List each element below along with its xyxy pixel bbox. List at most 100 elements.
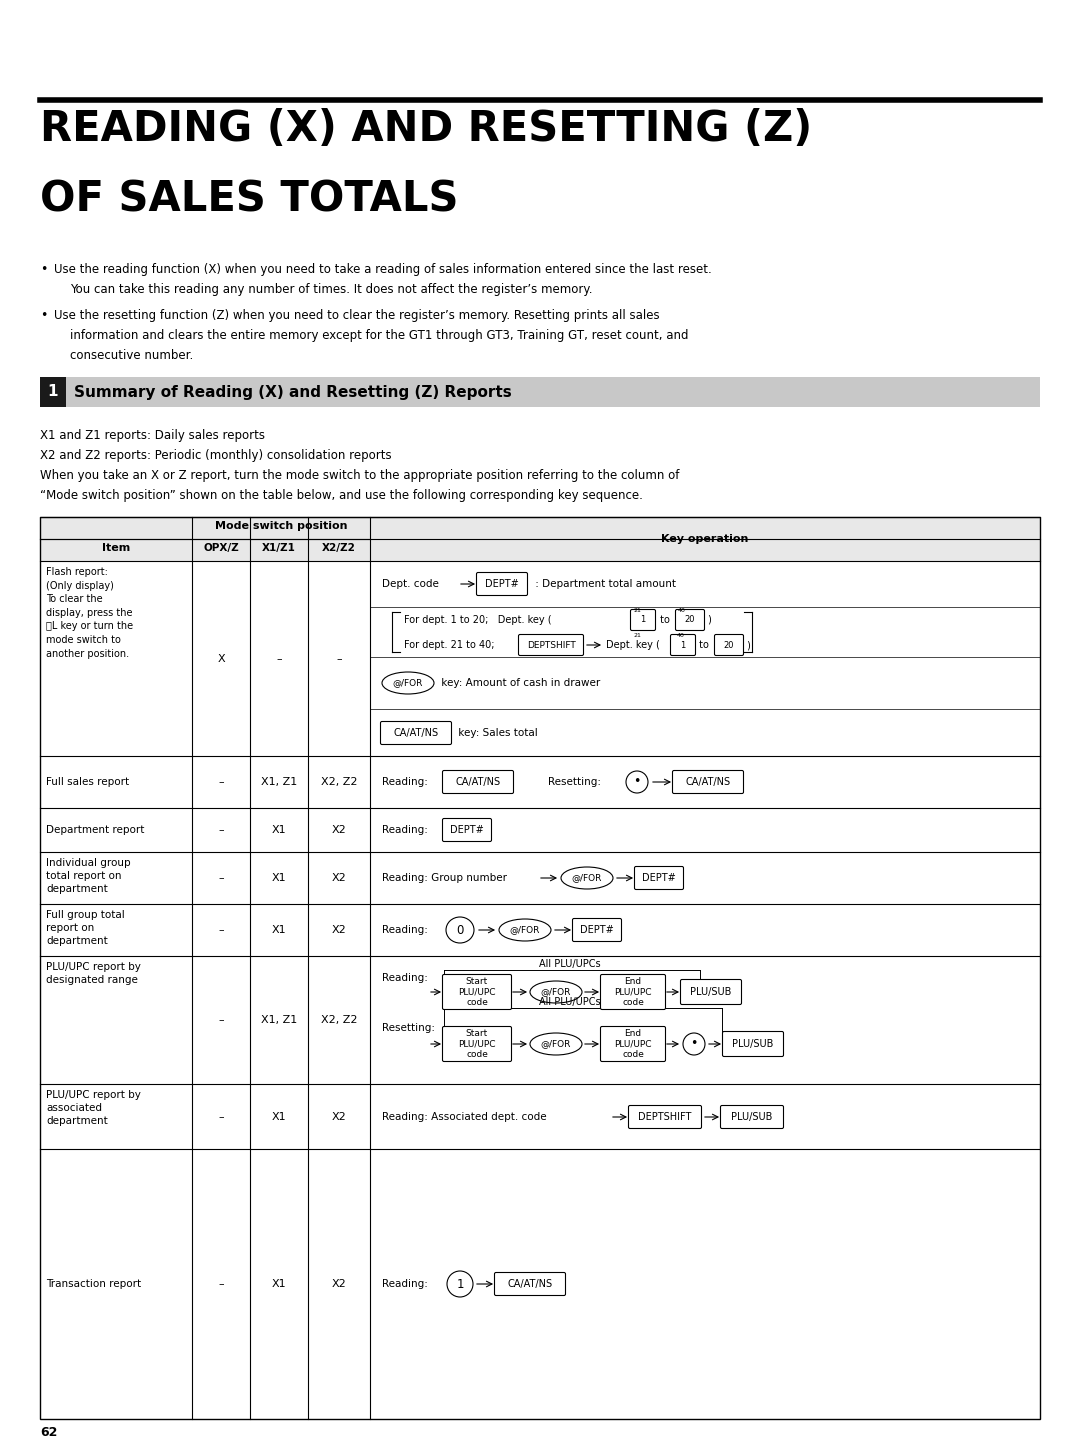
Text: DEPTSHIFT: DEPTSHIFT bbox=[527, 641, 576, 650]
Text: 20: 20 bbox=[685, 615, 696, 625]
Text: All PLU/UPCs: All PLU/UPCs bbox=[539, 997, 600, 1008]
Text: “Mode switch position” shown on the table below, and use the following correspon: “Mode switch position” shown on the tabl… bbox=[40, 489, 643, 502]
Text: ): ) bbox=[744, 640, 751, 650]
Text: •: • bbox=[633, 775, 640, 788]
Ellipse shape bbox=[530, 1032, 582, 1056]
Ellipse shape bbox=[561, 867, 613, 888]
Text: information and clears the entire memory except for the GT1 through GT3, Trainin: information and clears the entire memory… bbox=[70, 329, 689, 342]
Text: CA/AT/NS: CA/AT/NS bbox=[508, 1280, 553, 1290]
Text: Reading: Associated dept. code: Reading: Associated dept. code bbox=[382, 1112, 550, 1122]
Text: consecutive number.: consecutive number. bbox=[70, 349, 193, 362]
Text: Reading:: Reading: bbox=[382, 973, 428, 983]
Text: X2: X2 bbox=[332, 1112, 347, 1122]
Text: X2: X2 bbox=[332, 925, 347, 935]
Ellipse shape bbox=[530, 981, 582, 1003]
Text: PLU/SUB: PLU/SUB bbox=[731, 1112, 772, 1122]
FancyBboxPatch shape bbox=[680, 980, 742, 1005]
Text: You can take this reading any number of times. It does not affect the register’s: You can take this reading any number of … bbox=[70, 284, 593, 297]
FancyBboxPatch shape bbox=[629, 1105, 702, 1128]
Text: 1: 1 bbox=[680, 641, 686, 650]
Text: PLU/UPC report by
designated range: PLU/UPC report by designated range bbox=[46, 963, 140, 986]
Ellipse shape bbox=[447, 1271, 473, 1297]
Text: key: Sales total: key: Sales total bbox=[455, 728, 538, 739]
FancyBboxPatch shape bbox=[443, 771, 513, 794]
Text: : Department total amount: : Department total amount bbox=[532, 579, 676, 589]
Text: key: Amount of cash in drawer: key: Amount of cash in drawer bbox=[438, 678, 600, 688]
Text: Key operation: Key operation bbox=[661, 534, 748, 544]
Text: 40: 40 bbox=[678, 608, 686, 614]
FancyBboxPatch shape bbox=[673, 771, 743, 794]
Text: Use the resetting function (Z) when you need to clear the register’s memory. Res: Use the resetting function (Z) when you … bbox=[54, 310, 660, 321]
Text: 1: 1 bbox=[456, 1278, 463, 1291]
FancyBboxPatch shape bbox=[715, 634, 743, 656]
Text: Reading:: Reading: bbox=[382, 1280, 431, 1290]
Text: 1: 1 bbox=[48, 384, 58, 400]
Text: X2, Z2: X2, Z2 bbox=[321, 776, 357, 787]
Text: –: – bbox=[218, 1112, 224, 1122]
Text: •: • bbox=[40, 263, 48, 276]
Text: Mode switch position: Mode switch position bbox=[215, 521, 348, 531]
Text: DEPT#: DEPT# bbox=[485, 579, 518, 589]
FancyBboxPatch shape bbox=[675, 609, 704, 631]
FancyBboxPatch shape bbox=[600, 1027, 665, 1061]
Text: 21: 21 bbox=[633, 608, 640, 614]
Text: Dept. key (: Dept. key ( bbox=[606, 640, 660, 650]
Text: OF SALES TOTALS: OF SALES TOTALS bbox=[40, 177, 459, 220]
Text: Reading:: Reading: bbox=[382, 925, 431, 935]
Text: X2: X2 bbox=[332, 1280, 347, 1290]
Text: DEPTSHIFT: DEPTSHIFT bbox=[638, 1112, 691, 1122]
Text: X1: X1 bbox=[272, 925, 286, 935]
Text: Resetting:: Resetting: bbox=[522, 776, 604, 787]
FancyBboxPatch shape bbox=[671, 634, 696, 656]
Text: X1: X1 bbox=[272, 824, 286, 835]
Text: X2 and Z2 reports: Periodic (monthly) consolidation reports: X2 and Z2 reports: Periodic (monthly) co… bbox=[40, 449, 392, 462]
Text: End
PLU/UPC
code: End PLU/UPC code bbox=[615, 1029, 651, 1059]
Text: –: – bbox=[218, 776, 224, 787]
Text: All PLU/UPCs: All PLU/UPCs bbox=[539, 960, 600, 968]
Bar bbox=[40, 518, 1040, 561]
Text: –: – bbox=[218, 925, 224, 935]
FancyBboxPatch shape bbox=[495, 1272, 566, 1296]
FancyBboxPatch shape bbox=[443, 819, 491, 842]
FancyBboxPatch shape bbox=[518, 634, 583, 656]
Text: Item: Item bbox=[102, 542, 130, 553]
Text: X1: X1 bbox=[272, 1280, 286, 1290]
FancyBboxPatch shape bbox=[40, 377, 1040, 407]
Text: DEPT#: DEPT# bbox=[450, 824, 484, 835]
Text: For dept. 21 to 40;: For dept. 21 to 40; bbox=[404, 640, 495, 650]
Text: •: • bbox=[690, 1038, 698, 1050]
Text: 62: 62 bbox=[40, 1425, 57, 1438]
Text: X2, Z2: X2, Z2 bbox=[321, 1015, 357, 1025]
Text: End
PLU/UPC
code: End PLU/UPC code bbox=[615, 977, 651, 1008]
Text: Start
PLU/UPC
code: Start PLU/UPC code bbox=[458, 977, 496, 1008]
Text: Start
PLU/UPC
code: Start PLU/UPC code bbox=[458, 1029, 496, 1059]
Text: X1 and Z1 reports: Daily sales reports: X1 and Z1 reports: Daily sales reports bbox=[40, 429, 265, 442]
FancyBboxPatch shape bbox=[720, 1105, 783, 1128]
FancyBboxPatch shape bbox=[600, 974, 665, 1009]
Text: X1/Z1: X1/Z1 bbox=[262, 542, 296, 553]
Text: Use the reading function (X) when you need to take a reading of sales informatio: Use the reading function (X) when you ne… bbox=[54, 263, 712, 276]
Text: X1: X1 bbox=[272, 1112, 286, 1122]
Text: READING (X) AND RESETTING (Z): READING (X) AND RESETTING (Z) bbox=[40, 108, 812, 150]
Text: Reading: Group number: Reading: Group number bbox=[382, 872, 510, 883]
Text: Transaction report: Transaction report bbox=[46, 1280, 141, 1290]
Text: –: – bbox=[336, 654, 341, 664]
Text: –: – bbox=[218, 824, 224, 835]
Text: OPX/Z: OPX/Z bbox=[203, 542, 239, 553]
FancyBboxPatch shape bbox=[380, 721, 451, 744]
Ellipse shape bbox=[499, 919, 551, 941]
FancyBboxPatch shape bbox=[631, 609, 656, 631]
Text: When you take an X or Z report, turn the mode switch to the appropriate position: When you take an X or Z report, turn the… bbox=[40, 470, 679, 481]
Text: X2: X2 bbox=[332, 824, 347, 835]
FancyBboxPatch shape bbox=[443, 1027, 512, 1061]
Text: –: – bbox=[218, 1015, 224, 1025]
Text: 21: 21 bbox=[633, 632, 640, 638]
Text: –: – bbox=[218, 872, 224, 883]
Text: Individual group
total report on
department: Individual group total report on departm… bbox=[46, 858, 131, 894]
Text: DEPT#: DEPT# bbox=[643, 872, 676, 883]
FancyBboxPatch shape bbox=[572, 919, 621, 942]
Text: •: • bbox=[40, 310, 48, 321]
Text: Full group total
report on
department: Full group total report on department bbox=[46, 910, 125, 947]
Text: ): ) bbox=[705, 615, 712, 625]
Text: PLU/SUB: PLU/SUB bbox=[732, 1040, 773, 1048]
